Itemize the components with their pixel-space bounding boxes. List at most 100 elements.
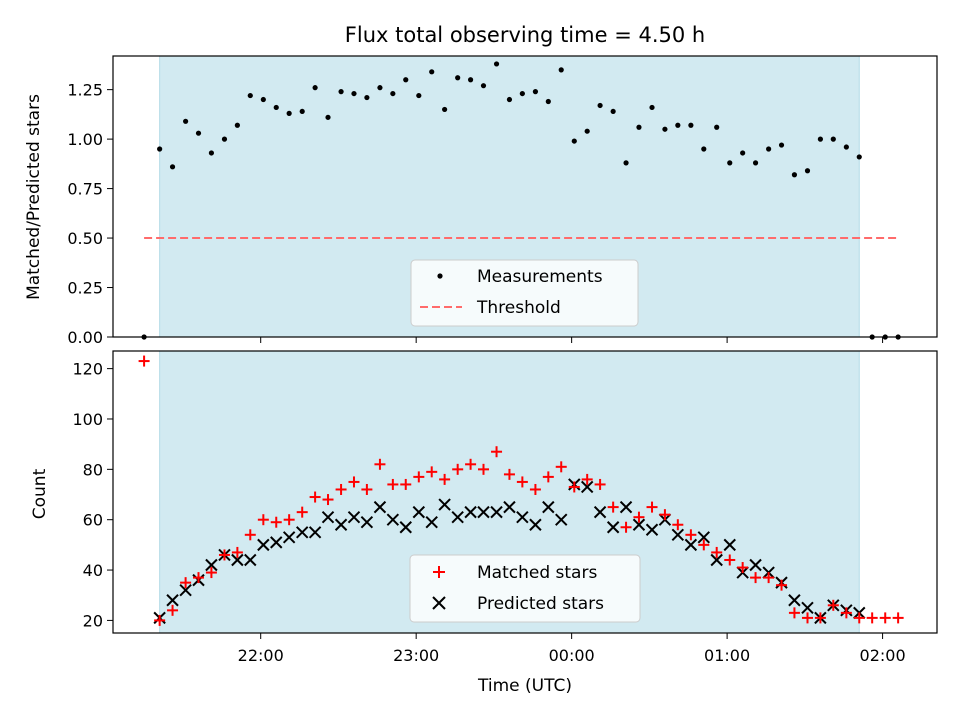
count-y-tick-label: 20 <box>83 611 103 630</box>
measurement-point <box>636 124 642 130</box>
predicted-star-marker <box>645 523 659 536</box>
predicted-star-marker-stroke <box>632 518 646 531</box>
predicted-star-marker <box>321 510 335 524</box>
predicted-star-marker-stroke <box>308 526 322 539</box>
matched-star-marker <box>685 529 697 541</box>
measurement-point <box>752 160 759 166</box>
matched-star-marker <box>322 494 334 506</box>
matched-star-marker <box>529 483 541 495</box>
legend-matched-marker <box>433 566 445 578</box>
predicted-star-marker <box>451 510 464 524</box>
legend-matched-label: Matched stars <box>477 563 597 583</box>
count-plot-frame <box>112 350 938 634</box>
measurement-point <box>584 128 590 134</box>
matched-star-marker <box>439 473 451 485</box>
matched-star-marker <box>426 466 438 478</box>
matched-star-marker <box>814 612 826 624</box>
predicted-star-marker-stroke <box>477 505 490 519</box>
matched-star-marker <box>737 562 749 574</box>
measurement-point <box>714 124 720 130</box>
count-legend: Matched stars Predicted stars <box>409 554 641 623</box>
matched-star-marker <box>594 478 606 490</box>
predicted-star-marker-stroke <box>606 521 620 534</box>
ratio-y-tick-label: 0.00 <box>67 328 103 347</box>
measurement-point <box>442 106 448 113</box>
predicted-star-marker <box>231 553 244 567</box>
matched-star-marker <box>724 554 736 566</box>
matched-star-marker <box>387 478 399 490</box>
matched-star-marker <box>698 539 710 551</box>
matched-star-marker <box>361 483 373 495</box>
matched-star-marker <box>374 458 386 470</box>
matched-star-marker <box>840 607 852 619</box>
measurement-point <box>493 61 500 67</box>
measurement-point <box>610 108 616 115</box>
measurement-point <box>804 168 811 174</box>
predicted-star-marker <box>671 528 685 542</box>
predicted-star-marker-stroke <box>464 505 477 519</box>
predicted-star-marker-stroke <box>451 510 464 524</box>
predicted-star-marker <box>749 558 762 572</box>
matched-star-marker <box>659 509 671 521</box>
matched-star-marker <box>827 599 839 611</box>
predicted-star-marker <box>606 521 620 534</box>
predicted-star-marker <box>334 518 348 531</box>
predicted-star-marker-stroke <box>645 523 659 536</box>
matched-star-marker <box>542 471 554 483</box>
measurement-point <box>286 110 292 116</box>
measurement-point <box>403 77 409 83</box>
count-panel: 20 40 60 80 100 120 22:00 23:00 00:00 01:00 02:00… <box>30 350 938 696</box>
predicted-star-marker-stroke <box>503 500 516 514</box>
predicted-star-marker <box>516 510 529 524</box>
predicted-star-marker <box>270 536 283 549</box>
ratio-legend-box <box>410 259 639 327</box>
predicted-star-marker-stroke <box>231 553 244 567</box>
measurement-point <box>830 136 836 142</box>
measurement-point <box>791 172 798 178</box>
predicted-star-marker-stroke <box>593 505 607 519</box>
ratio-y-tick-label: 1.00 <box>67 130 103 149</box>
matched-stars-series <box>138 355 904 626</box>
measurement-point <box>856 154 862 160</box>
predicted-star-marker-stroke <box>542 500 555 514</box>
ratio-y-tick-label: 0.50 <box>67 229 103 248</box>
count-y-tick-label: 60 <box>83 511 103 530</box>
predicted-star-marker-stroke <box>205 558 218 572</box>
predicted-star-marker <box>425 516 438 529</box>
ratio-y-tick-label: 0.25 <box>67 279 103 298</box>
predicted-star-marker-stroke <box>697 531 710 544</box>
predicted-star-marker <box>710 553 723 567</box>
predicted-star-marker <box>632 518 646 531</box>
matched-star-marker <box>581 473 593 485</box>
predicted-star-marker-stroke <box>801 601 814 615</box>
predicted-star-marker <box>360 516 374 529</box>
predicted-star-marker <box>801 601 814 615</box>
predicted-star-marker <box>347 510 361 524</box>
predicted-star-marker <box>296 526 309 539</box>
predicted-star-marker-stroke <box>373 500 387 514</box>
predicted-star-marker <box>555 513 568 526</box>
matched-star-marker <box>633 511 645 523</box>
measurement-point <box>260 96 266 103</box>
matched-star-marker <box>776 579 788 591</box>
matched-star-marker <box>335 483 347 495</box>
predicted-star-marker <box>166 594 179 607</box>
matched-star-marker <box>711 546 723 558</box>
predicted-star-marker <box>684 538 698 552</box>
matched-star-marker <box>270 516 282 528</box>
count-y-tick-label: 40 <box>83 561 103 580</box>
matched-star-marker <box>477 463 489 475</box>
measurement-point <box>649 104 655 111</box>
x-axis-time: 22:00 23:00 00:00 01:00 02:00 <box>238 633 906 665</box>
predicted-star-marker <box>386 513 400 526</box>
measurement-point <box>558 67 564 73</box>
y-axis-count: 20 40 60 80 100 120 <box>72 360 113 630</box>
matched-star-marker <box>568 481 580 493</box>
measurement-point <box>662 126 668 132</box>
predicted-star-marker <box>464 505 477 519</box>
measurement-point <box>480 83 487 89</box>
measurement-point <box>183 118 189 124</box>
matched-star-marker <box>750 572 762 584</box>
measurement-point <box>467 77 474 83</box>
